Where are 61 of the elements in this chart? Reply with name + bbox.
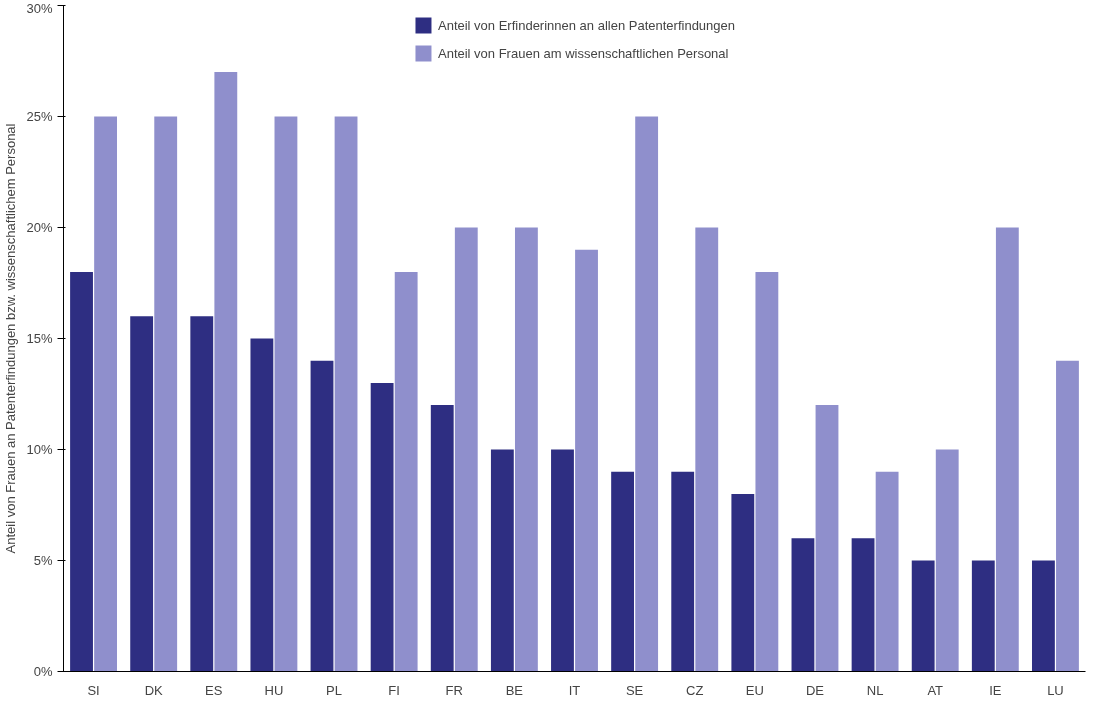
bar [454, 227, 478, 672]
bar [815, 405, 839, 672]
x-tick-label: IT [568, 682, 581, 698]
bar [430, 405, 454, 672]
x-tick-label: SE [625, 682, 644, 698]
x-tick-label: ES [205, 682, 223, 698]
bar [635, 116, 659, 672]
y-tick-label: 10% [26, 442, 53, 457]
bar [334, 116, 358, 672]
bar [971, 560, 995, 672]
bar [995, 227, 1019, 672]
legend-label: Anteil von Erfinderinnen an allen Patenterfindungen [437, 17, 736, 33]
bar [130, 316, 154, 672]
bar [695, 227, 719, 672]
x-tick-label: NL [866, 682, 884, 698]
x-tick-label: FI [388, 682, 400, 698]
bar [1032, 560, 1055, 672]
x-tick-label: PL [326, 682, 342, 698]
x-tick-label: IE [989, 682, 1002, 698]
x-tick-label: BE [505, 682, 524, 698]
y-tick-label: 15% [26, 331, 53, 346]
bar [514, 227, 538, 672]
bar [1056, 360, 1079, 672]
bar [310, 360, 334, 672]
bar [94, 116, 117, 672]
x-tick-label: HU [264, 682, 284, 698]
legend-label: Anteil von Frauen am wissenschaftlichen Personal [437, 45, 729, 61]
x-tick-label: CZ [686, 682, 704, 698]
bar [755, 271, 779, 672]
bar [875, 471, 899, 672]
bar [274, 116, 298, 672]
bar [731, 493, 755, 672]
y-tick-label: 0% [33, 664, 53, 679]
bar [490, 449, 514, 672]
bar [154, 116, 178, 672]
y-axis-title: Anteil von Frauen an Patenterfindungen bzw. wissenschaftlichem Personal [3, 123, 19, 554]
x-tick-label: DE [805, 682, 825, 698]
bar [190, 316, 214, 672]
bar [70, 271, 93, 672]
x-tick-label: SI [87, 682, 100, 698]
bar [370, 382, 394, 672]
bar [214, 72, 238, 672]
bar [551, 449, 574, 672]
bar [394, 271, 418, 672]
bar [575, 249, 598, 672]
bar [911, 560, 935, 672]
bar [791, 538, 815, 672]
bar [250, 338, 274, 672]
x-tick-label: EU [745, 682, 764, 698]
x-tick-label: LU [1047, 682, 1064, 698]
bar [935, 449, 959, 672]
y-tick-label: 30% [26, 0, 53, 16]
x-tick-label: FR [445, 682, 463, 698]
bar [611, 471, 635, 672]
x-tick-label: AT [927, 682, 944, 698]
bar [851, 538, 875, 672]
y-tick-label: 20% [26, 220, 53, 235]
x-tick-label: DK [144, 682, 164, 698]
y-tick-label: 25% [26, 109, 53, 124]
y-tick-label: 5% [33, 553, 53, 568]
bar [671, 471, 695, 672]
